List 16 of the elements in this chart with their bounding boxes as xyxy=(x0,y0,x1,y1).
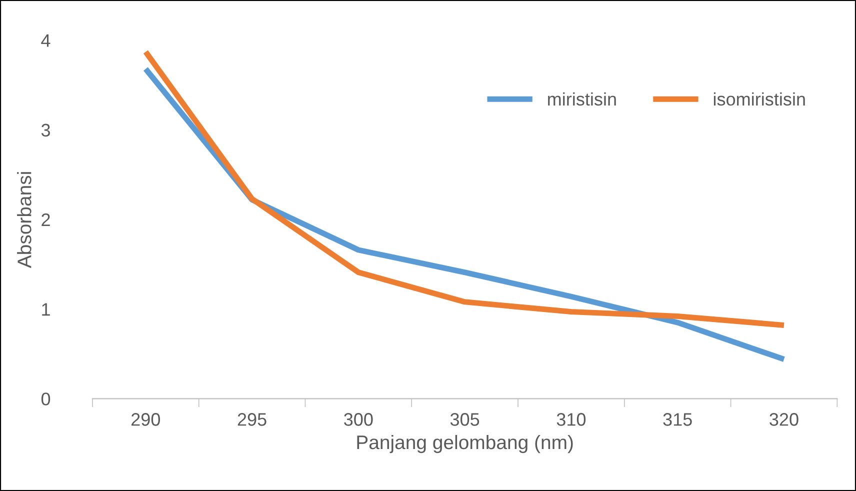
legend-label: isomiristisin xyxy=(714,92,805,106)
x-tick-label: 305 xyxy=(450,413,480,426)
x-tick-label: 290 xyxy=(131,413,160,426)
y-tick-label: 1 xyxy=(42,303,50,316)
y-tick-label: 4 xyxy=(41,34,50,47)
x-tick-label: 320 xyxy=(770,413,798,426)
y-tick-label: 0 xyxy=(41,392,50,406)
x-tick-label: 315 xyxy=(663,413,692,426)
x-axis-title: Panjang gelombang (nm) xyxy=(357,434,573,454)
y-axis-title: Absorbansi xyxy=(17,172,32,268)
y-tick-label: 2 xyxy=(42,213,50,226)
legend-label: miristisin xyxy=(548,92,616,106)
x-tick-label: 295 xyxy=(238,413,266,426)
x-tick-label: 300 xyxy=(344,413,373,426)
x-tick-label: 310 xyxy=(556,413,586,426)
y-tick-label: 3 xyxy=(41,124,50,137)
